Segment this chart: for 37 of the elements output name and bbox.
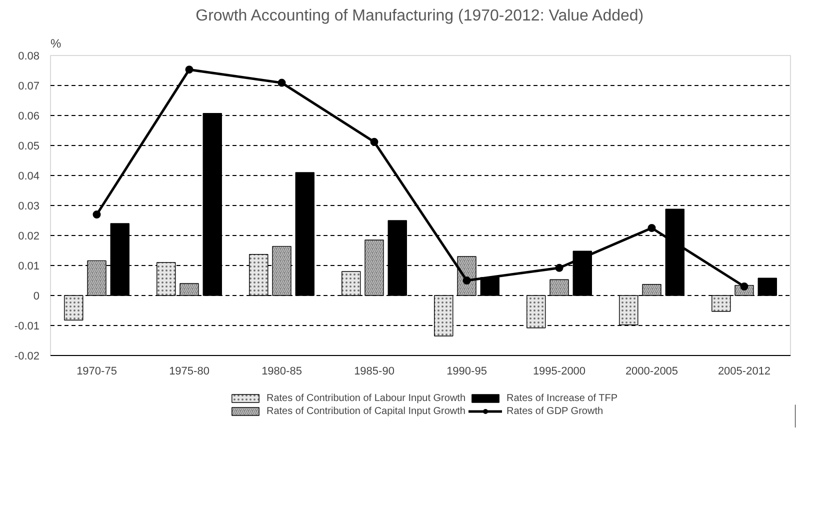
x-tick-label: 1995-2000 [532, 366, 586, 378]
x-tick-label: 1970-75 [76, 366, 117, 378]
point [185, 66, 194, 74]
point [92, 210, 101, 218]
y-axis-title: % [50, 36, 62, 50]
bar [388, 220, 407, 296]
point [555, 264, 564, 272]
x-tick-label: 1980-85 [262, 366, 302, 378]
y-tick-label: 0 [33, 290, 40, 302]
bar [110, 223, 130, 296]
legend-label: Rates of Contribution of Labour Input Growth [266, 392, 466, 404]
point [278, 78, 286, 87]
point [648, 224, 656, 232]
bar [758, 278, 777, 296]
y-tick-label: 0.07 [18, 80, 40, 92]
x-tick-label: 2005-2012 [718, 366, 771, 378]
y-tick-label: 0.08 [18, 50, 40, 62]
x-tick-label: 1985-90 [354, 366, 394, 378]
point [370, 138, 378, 146]
bar [202, 113, 222, 296]
y-tick-label: -0.02 [14, 350, 40, 362]
y-tick-label: -0.01 [14, 320, 40, 332]
x-tick-label: 1975-80 [169, 366, 210, 378]
legend-label: Rates of GDP Growth [506, 406, 604, 416]
y-tick-label: 0.02 [18, 230, 40, 242]
y-tick-label: 0.04 [18, 170, 40, 182]
x-tick-label: 2000-2005 [625, 366, 678, 378]
y-tick-label: 0.05 [18, 140, 40, 152]
x-tick-label: 1990-95 [446, 366, 487, 378]
y-tick-label: 0.06 [18, 110, 40, 122]
point [462, 276, 471, 284]
legend-label: Rates of Contribution of Capital Input Growth [266, 406, 466, 416]
legend-label: Rates of Increase of TFP [506, 392, 618, 404]
chart-title: Growth Accounting of Manufacturing (1970-2012: Value Added) [196, 8, 644, 24]
bar [295, 172, 314, 296]
y-tick-label: 0.01 [18, 260, 40, 272]
y-tick-label: 0.03 [18, 200, 40, 212]
